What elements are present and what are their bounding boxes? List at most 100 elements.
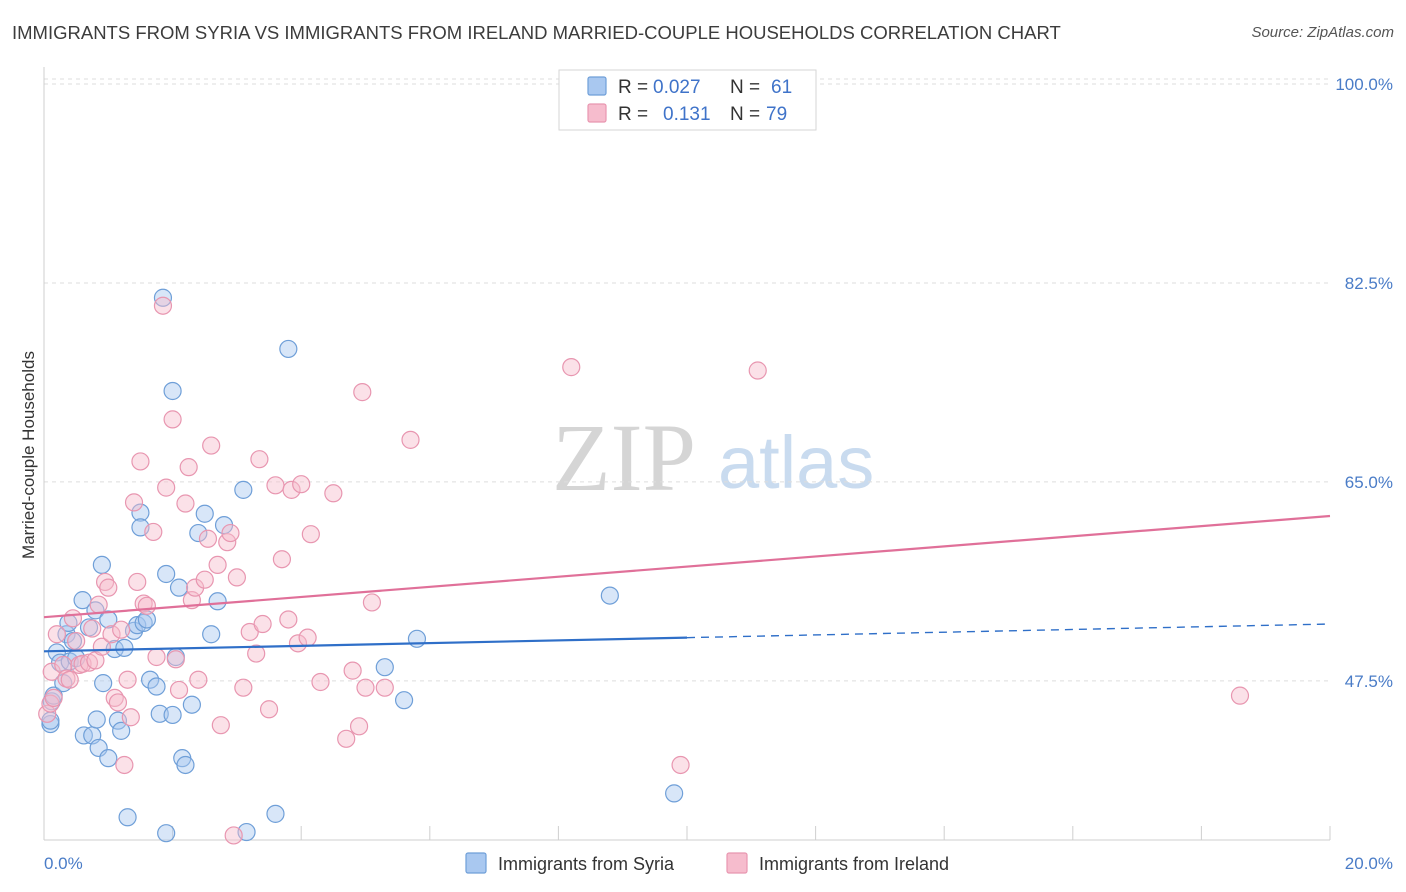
ireland-point — [208, 555, 227, 575]
ireland-point — [102, 625, 121, 644]
ireland-point — [95, 572, 115, 592]
syria-point — [157, 824, 176, 843]
ireland-point — [118, 670, 137, 689]
ireland-point — [349, 717, 369, 736]
ireland-point — [748, 361, 767, 380]
series-ireland-points — [38, 296, 1250, 845]
watermark-zip: ZIP — [552, 404, 696, 511]
syria-point — [195, 504, 214, 523]
ireland-point — [198, 529, 218, 548]
syria-point — [140, 670, 160, 689]
syria-point — [169, 578, 189, 597]
ireland-point — [343, 661, 362, 680]
y-axis-label: Married-couple Households — [19, 351, 38, 559]
ireland-point — [41, 694, 60, 713]
chart-source: Source: ZipAtlas.com — [1251, 24, 1394, 41]
syria-point — [375, 658, 394, 677]
syria-point — [665, 784, 684, 803]
legend-n-label-ireland: N = — [730, 104, 760, 125]
bottom-legend-label-syria: Immigrants from Syria — [498, 854, 675, 874]
syria-point — [394, 691, 414, 710]
syria-point — [163, 381, 182, 401]
ireland-point — [221, 523, 240, 543]
watermark-atlas: atlas — [718, 421, 874, 504]
ireland-point — [301, 525, 320, 544]
syria-point — [147, 677, 166, 696]
ireland-point — [375, 678, 394, 697]
bottom-legend-label-ireland: Immigrants from Ireland — [759, 854, 949, 874]
ireland-point — [195, 570, 214, 589]
ireland-point — [137, 596, 156, 615]
legend-n-value-syria: 61 — [771, 77, 792, 98]
syria-point — [182, 695, 201, 714]
syria-point — [202, 625, 221, 644]
ireland-point — [282, 480, 301, 499]
ireland-point — [153, 296, 173, 315]
ireland-point — [250, 450, 269, 469]
syria-point — [86, 601, 105, 620]
ireland-point — [89, 595, 108, 614]
ireland-point — [47, 625, 66, 644]
trend-line-syria-projection — [686, 623, 1331, 639]
ireland-point — [324, 484, 343, 503]
legend-n-label-syria: N = — [730, 77, 760, 98]
syria-point — [189, 523, 208, 543]
ireland-point — [63, 609, 83, 628]
ireland-point — [44, 688, 63, 708]
ireland-point — [124, 493, 144, 512]
bottom-legend-swatch-ireland — [726, 852, 748, 874]
ireland-point — [353, 383, 372, 402]
ireland-point — [42, 662, 61, 681]
legend-swatch-ireland — [587, 103, 607, 123]
y-tick-label: 82.5% — [1345, 274, 1393, 293]
chart-title: IMMIGRANTS FROM SYRIA VS IMMIGRANTS FROM… — [12, 22, 1061, 43]
ireland-point — [279, 610, 298, 629]
syria-point — [157, 564, 176, 584]
ireland-point — [288, 634, 308, 653]
syria-point — [57, 625, 76, 644]
syria-point — [131, 503, 150, 522]
ireland-point — [144, 522, 163, 542]
ireland-point — [292, 475, 311, 494]
series-syria-points — [41, 288, 684, 843]
ireland-point — [401, 430, 420, 449]
ireland-point — [227, 568, 246, 587]
ireland-point — [311, 672, 330, 692]
ireland-point — [272, 550, 292, 569]
trend-line-ireland — [43, 514, 1331, 619]
top-legend: R = 0.027 N = 61 R = 0.131 N = 79 — [558, 69, 817, 131]
syria-point — [234, 480, 253, 499]
ireland-point — [83, 619, 102, 638]
ireland-point — [128, 572, 147, 592]
syria-point — [87, 710, 106, 729]
ireland-point — [108, 693, 128, 712]
syria-point — [94, 674, 113, 693]
ireland-point — [166, 650, 185, 669]
ireland-point — [356, 678, 375, 697]
bottom-legend-swatch-syria — [465, 852, 487, 874]
syria-point — [176, 755, 195, 775]
ireland-point — [247, 644, 266, 663]
ireland-point — [134, 594, 153, 613]
ireland-point — [163, 410, 182, 429]
ireland-point — [224, 826, 243, 845]
ireland-point — [211, 716, 230, 735]
x-tick-label: 0.0% — [44, 854, 83, 873]
ireland-point — [112, 620, 131, 639]
syria-point — [407, 629, 427, 648]
ireland-point — [671, 755, 690, 775]
ireland-point — [38, 704, 57, 723]
legend-r-label-ireland: R = — [618, 104, 648, 125]
syria-point — [112, 721, 131, 740]
ireland-point — [362, 593, 382, 612]
ireland-point — [253, 614, 272, 634]
y-tick-label: 47.5% — [1345, 672, 1393, 691]
x-tick-label: 20.0% — [1345, 854, 1393, 873]
ireland-point — [157, 478, 176, 497]
ireland-point — [176, 494, 195, 513]
syria-point — [163, 705, 182, 725]
ireland-point — [234, 678, 253, 697]
ireland-point — [147, 647, 166, 667]
ireland-point — [202, 436, 221, 455]
